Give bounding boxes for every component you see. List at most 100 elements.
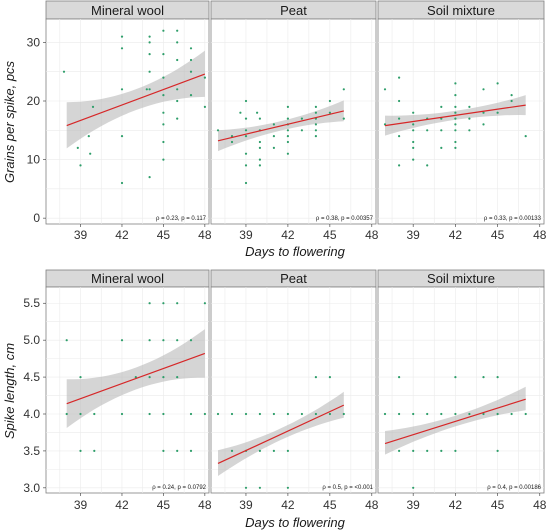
data-point: [148, 35, 151, 38]
x-tick-label: 42: [449, 498, 463, 512]
data-point: [454, 123, 457, 126]
data-point: [258, 117, 261, 120]
regression-line: [384, 104, 526, 127]
facet-panel: Soil mixture ρ = 0.33, p = 0.00133 39 42 45 4…: [377, 0, 547, 242]
data-point: [258, 449, 261, 452]
data-point: [286, 129, 289, 132]
data-point: [162, 339, 165, 342]
data-point: [412, 146, 415, 149]
data-point: [89, 152, 92, 155]
facet-panel: Soil mixture ρ = 0.4, p = 0.00186 39 42 45 48: [377, 269, 547, 512]
data-point: [398, 449, 401, 452]
x-tick-label: 48: [198, 228, 212, 242]
data-point: [79, 449, 82, 452]
chart-row-1: Mineral wool ρ = 0.24, p = 0.0792 39 42 45 48…: [2, 269, 547, 530]
x-tick-label: 48: [533, 498, 547, 512]
data-point: [328, 412, 331, 416]
facet-panel: Peat ρ = 0.38, p = 0.00357 39 42 45 48: [210, 0, 379, 242]
data-point: [286, 105, 289, 108]
x-tick-label: 39: [406, 228, 420, 242]
y-tick-label: 30: [27, 35, 41, 49]
data-point: [440, 449, 443, 452]
data-point: [412, 449, 415, 452]
data-point: [496, 82, 499, 85]
y-tick-label: 5.5: [23, 296, 40, 310]
data-point: [87, 135, 90, 138]
data-point: [468, 117, 471, 120]
correlation-annotation: ρ = 0.38, p = 0.00357: [316, 216, 374, 222]
data-point: [426, 164, 429, 167]
chart-row-0: Mineral wool ρ = 0.23, p = 0.117 39 42 45 48 0…: [2, 0, 547, 259]
regression-line: [66, 352, 206, 405]
data-point: [189, 70, 193, 73]
data-point: [244, 135, 248, 138]
data-point: [148, 53, 151, 56]
data-point: [482, 88, 485, 91]
data-point: [454, 146, 457, 149]
data-point: [398, 164, 401, 167]
data-point: [383, 412, 387, 416]
data-point: [256, 111, 259, 114]
data-point: [272, 135, 275, 138]
data-point: [148, 70, 151, 73]
data-point: [314, 105, 317, 108]
data-point: [230, 135, 234, 138]
data-point: [162, 449, 165, 452]
data-point: [203, 76, 206, 79]
data-point: [383, 88, 387, 91]
data-point: [162, 412, 165, 416]
data-point: [412, 158, 415, 161]
x-tick-label: 39: [239, 498, 253, 512]
x-tick-label: 48: [533, 228, 547, 242]
data-point: [244, 412, 248, 416]
data-point: [440, 146, 443, 149]
x-tick-label: 48: [365, 228, 379, 242]
data-point: [412, 140, 415, 144]
x-axis-title: Days to flowering: [245, 515, 345, 530]
data-point: [216, 412, 220, 416]
facet-title: Peat: [280, 271, 307, 286]
data-point: [454, 449, 457, 452]
data-point: [244, 117, 248, 120]
x-tick-label: 42: [115, 498, 129, 512]
data-point: [189, 58, 193, 62]
data-point: [230, 140, 234, 144]
x-tick-label: 42: [115, 228, 129, 242]
y-tick-label: 3.5: [23, 444, 40, 458]
data-point: [244, 129, 248, 132]
data-point: [426, 412, 429, 416]
data-point: [272, 146, 275, 149]
data-point: [189, 339, 193, 342]
data-point: [134, 376, 137, 379]
data-point: [412, 123, 415, 126]
data-point: [162, 376, 165, 379]
x-tick-label: 39: [239, 228, 253, 242]
data-point: [244, 152, 248, 155]
data-point: [162, 76, 165, 79]
data-point: [93, 449, 96, 452]
data-point: [286, 486, 289, 489]
data-point: [454, 140, 457, 144]
x-tick-label: 45: [323, 228, 337, 242]
data-point: [120, 339, 124, 342]
data-point: [176, 376, 179, 379]
data-point: [120, 35, 124, 38]
data-point: [286, 117, 289, 120]
data-point: [440, 129, 443, 132]
data-point: [258, 146, 261, 149]
data-point: [398, 76, 401, 79]
data-point: [314, 129, 317, 132]
correlation-annotation: ρ = 0.5, p = <0.001: [322, 485, 373, 491]
data-point: [496, 449, 499, 452]
y-axis-title: Grains per spike, pcs: [2, 60, 17, 183]
data-point: [496, 111, 499, 114]
data-point: [398, 376, 401, 379]
data-point: [496, 376, 499, 379]
y-tick-label: 10: [27, 153, 41, 167]
data-point: [426, 449, 429, 452]
data-point: [162, 302, 165, 305]
data-point: [412, 129, 415, 132]
data-point: [454, 129, 457, 132]
data-point: [258, 486, 261, 489]
data-point: [148, 88, 151, 91]
